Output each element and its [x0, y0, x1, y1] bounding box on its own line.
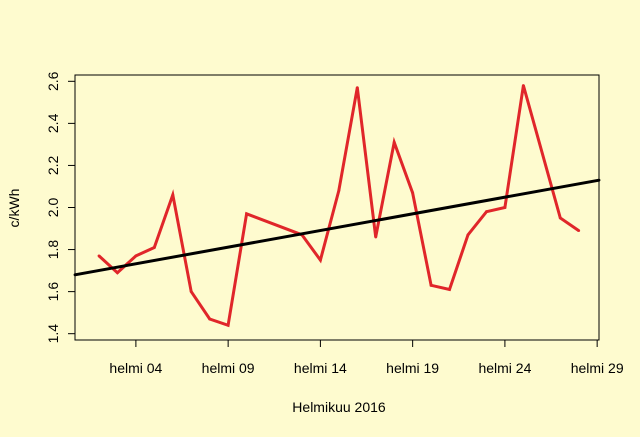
trend-point [73, 273, 77, 277]
price-point [558, 216, 562, 220]
price-point [448, 288, 451, 291]
x-tick-label: helmi 19 [386, 360, 439, 376]
price-point [485, 210, 488, 214]
y-axis-title: c/kWh [6, 189, 22, 228]
price-point [392, 140, 396, 144]
series-layer [73, 84, 601, 328]
price-point [466, 233, 470, 237]
price-point [355, 86, 359, 90]
y-tick-label: 2.0 [45, 198, 61, 218]
price-point [226, 323, 230, 327]
x-axis-title: Helmikuu 2016 [292, 399, 386, 415]
x-tick-label: helmi 04 [109, 360, 162, 376]
y-tick-label: 1.6 [45, 282, 61, 302]
axes: 1.4 1.6 1.8 2.0 2.2 2.4 2.6 helmi 04 helmi 09 hel… [45, 71, 624, 376]
price-point [171, 193, 175, 197]
y-tick-label: 2.4 [45, 113, 61, 133]
price-point [116, 271, 119, 275]
price-point [429, 283, 433, 287]
y-tick-label: 2.6 [45, 71, 61, 91]
y-tick-label: 1.8 [45, 240, 61, 260]
trend-series-line [74, 178, 600, 277]
price-point [152, 246, 156, 249]
price-point [318, 258, 322, 262]
x-tick-label: helmi 14 [294, 360, 347, 376]
price-point [503, 206, 507, 209]
price-point [337, 189, 341, 193]
price-point [208, 317, 212, 321]
price-point [577, 229, 581, 233]
x-tick-label: helmi 09 [202, 360, 255, 376]
x-tick-label: helmi 29 [571, 360, 624, 376]
x-tick-label: helmi 24 [478, 360, 531, 376]
y-tick-label: 2.2 [45, 155, 61, 175]
y-tick-label: 1.4 [45, 324, 61, 344]
price-point [189, 290, 193, 294]
price-series-line [97, 85, 580, 328]
price-point [374, 235, 378, 239]
trend-point [597, 178, 601, 182]
price-point [97, 254, 101, 258]
price-point [245, 212, 248, 216]
price-point [521, 84, 525, 87]
price-point [411, 191, 415, 195]
price-point [134, 254, 138, 258]
